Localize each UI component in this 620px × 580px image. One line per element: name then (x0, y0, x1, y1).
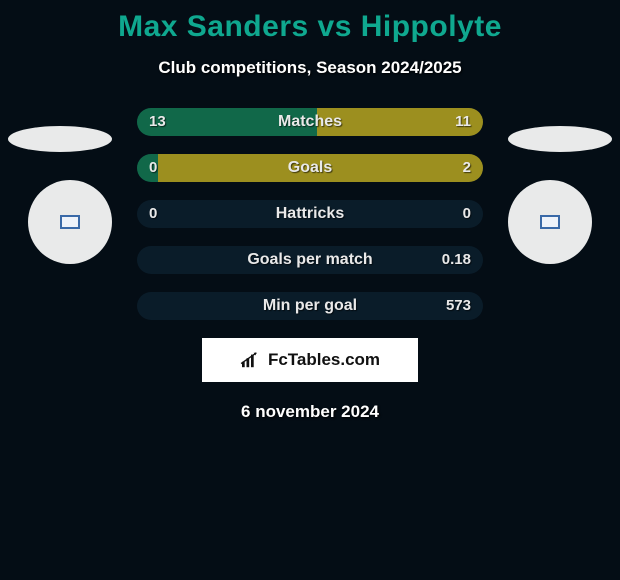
club-badge-left (28, 180, 112, 264)
page-title: Max Sanders vs Hippolyte (0, 10, 620, 44)
stat-label: Goals per match (137, 246, 483, 274)
shield-icon (540, 215, 560, 229)
stat-row: 1311Matches (137, 108, 483, 136)
comparison-card: Max Sanders vs Hippolyte Club competitio… (0, 0, 620, 580)
stat-row: 02Goals (137, 154, 483, 182)
bar-chart-icon (240, 351, 262, 369)
subtitle: Club competitions, Season 2024/2025 (0, 58, 620, 78)
stat-row: 00Hattricks (137, 200, 483, 228)
brand-badge: FcTables.com (202, 338, 418, 382)
player-avatar-right (508, 126, 612, 152)
brand-text: FcTables.com (268, 350, 380, 370)
club-badge-right (508, 180, 592, 264)
stat-row: 573Min per goal (137, 292, 483, 320)
player-avatar-left (8, 126, 112, 152)
stat-label: Min per goal (137, 292, 483, 320)
date-label: 6 november 2024 (0, 402, 620, 422)
shield-icon (60, 215, 80, 229)
stat-label: Hattricks (137, 200, 483, 228)
stat-label: Matches (137, 108, 483, 136)
stat-label: Goals (137, 154, 483, 182)
stat-row: 0.18Goals per match (137, 246, 483, 274)
